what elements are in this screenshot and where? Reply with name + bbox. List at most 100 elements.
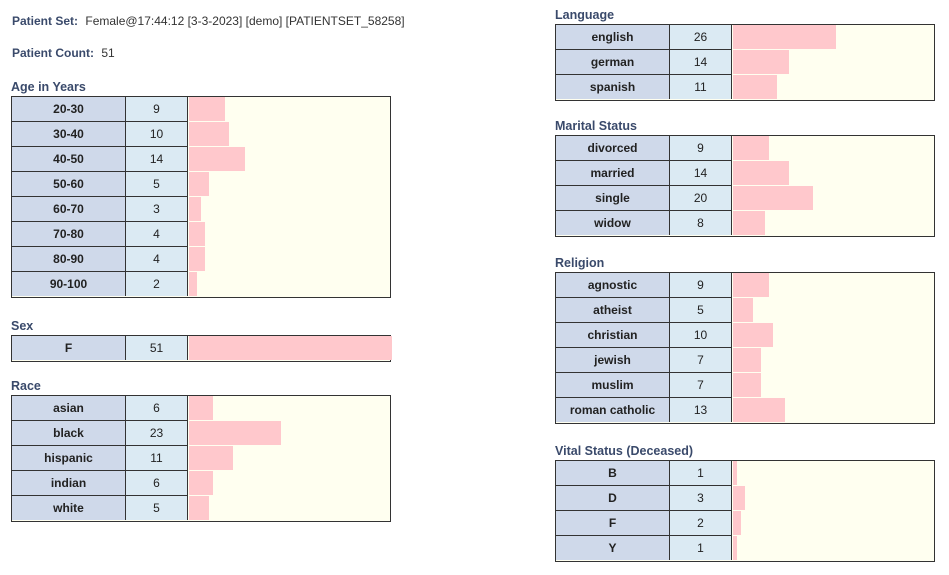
table-row: divorced 9: [556, 136, 934, 161]
category-label: 90-100: [12, 272, 126, 296]
bar: [189, 496, 209, 520]
patient-count-value: 51: [101, 46, 115, 60]
table-row: single 20: [556, 186, 934, 211]
bar: [733, 136, 769, 160]
bar-area: [189, 396, 390, 420]
category-label: married: [556, 161, 670, 186]
category-label: atheist: [556, 298, 670, 323]
patient-count-label: Patient Count:: [12, 46, 94, 60]
category-label: indian: [12, 471, 126, 496]
chart-table: 20-30 9 30-40 10 40-50 14 50-60 5 60-70 3 70-80 4 80…: [11, 96, 391, 298]
bar: [189, 336, 392, 360]
category-label: roman catholic: [556, 398, 670, 422]
category-label: 30-40: [12, 122, 126, 147]
bar-area: [733, 373, 934, 397]
bar: [733, 348, 761, 372]
table-row: F 51: [12, 336, 392, 361]
bar-area: [189, 336, 392, 360]
count-value: 10: [670, 323, 732, 348]
category-label: christian: [556, 323, 670, 348]
count-value: 5: [126, 172, 188, 197]
bar: [733, 398, 785, 422]
bar-area: [733, 75, 934, 99]
patient-set-value: Female@17:44:12 [3-3-2023] [demo] [PATIE…: [85, 14, 405, 28]
bar: [733, 211, 765, 235]
category-label: jewish: [556, 348, 670, 373]
bar-area: [733, 161, 934, 185]
bar-area: [733, 511, 934, 535]
bar-area: [733, 50, 934, 74]
chart-age: Age in Years 20-30 9 30-40 10 40-50 14 50-60 5 60…: [11, 78, 391, 298]
category-label: 40-50: [12, 147, 126, 172]
category-label: 20-30: [12, 97, 126, 122]
table-row: muslim 7: [556, 373, 934, 398]
count-value: 10: [126, 122, 188, 147]
count-value: 7: [670, 373, 732, 398]
category-label: 60-70: [12, 197, 126, 222]
patient-set-line: Patient Set: Female@17:44:12 [3-3-2023] …: [12, 14, 405, 28]
chart-religion: Religion agnostic 9 atheist 5 christian 10 jewi…: [555, 254, 935, 424]
bar-area: [733, 323, 934, 347]
category-label: F: [556, 511, 670, 536]
count-value: 14: [670, 50, 732, 75]
chart-title: Language: [555, 8, 615, 22]
patient-count-line: Patient Count: 51: [12, 46, 115, 60]
bar-area: [189, 446, 390, 470]
bar-area: [189, 471, 390, 495]
count-value: 51: [126, 336, 188, 360]
bar: [733, 486, 745, 510]
count-value: 3: [670, 486, 732, 511]
chart-title: Sex: [11, 319, 34, 333]
count-value: 9: [670, 136, 732, 161]
bar-area: [189, 272, 390, 296]
category-label: 50-60: [12, 172, 126, 197]
chart-language: Language english 26 german 14 spanish 11: [555, 6, 935, 101]
table-row: indian 6: [12, 471, 390, 496]
category-label: single: [556, 186, 670, 211]
table-row: 40-50 14: [12, 147, 390, 172]
bar-area: [733, 486, 934, 510]
bar: [733, 161, 789, 185]
category-label: D: [556, 486, 670, 511]
table-row: 90-100 2: [12, 272, 390, 297]
chart-table: asian 6 black 23 hispanic 11 indian 6 white 5: [11, 395, 391, 522]
count-value: 5: [126, 496, 188, 520]
table-row: asian 6: [12, 396, 390, 421]
bar: [189, 421, 281, 445]
category-label: asian: [12, 396, 126, 421]
table-row: widow 8: [556, 211, 934, 236]
category-label: F: [12, 336, 126, 360]
count-value: 3: [126, 197, 188, 222]
bar: [733, 323, 773, 347]
table-row: 50-60 5: [12, 172, 390, 197]
bar: [733, 25, 836, 49]
bar: [189, 147, 245, 171]
count-value: 6: [126, 471, 188, 496]
table-row: hispanic 11: [12, 446, 390, 471]
bar: [733, 461, 737, 485]
bar: [189, 172, 209, 196]
bar-area: [189, 97, 390, 121]
chart-title: Vital Status (Deceased): [555, 444, 694, 458]
bar: [733, 536, 737, 560]
category-label: divorced: [556, 136, 670, 161]
count-value: 13: [670, 398, 732, 422]
count-value: 4: [126, 247, 188, 272]
table-row: 80-90 4: [12, 247, 390, 272]
bar: [189, 247, 205, 271]
chart-title: Marital Status: [555, 119, 637, 133]
bar: [189, 396, 213, 420]
category-label: hispanic: [12, 446, 126, 471]
category-label: english: [556, 25, 670, 50]
count-value: 11: [126, 446, 188, 471]
category-label: 80-90: [12, 247, 126, 272]
category-label: 70-80: [12, 222, 126, 247]
category-label: Y: [556, 536, 670, 560]
table-row: jewish 7: [556, 348, 934, 373]
table-row: married 14: [556, 161, 934, 186]
bar: [733, 50, 789, 74]
bar: [189, 222, 205, 246]
